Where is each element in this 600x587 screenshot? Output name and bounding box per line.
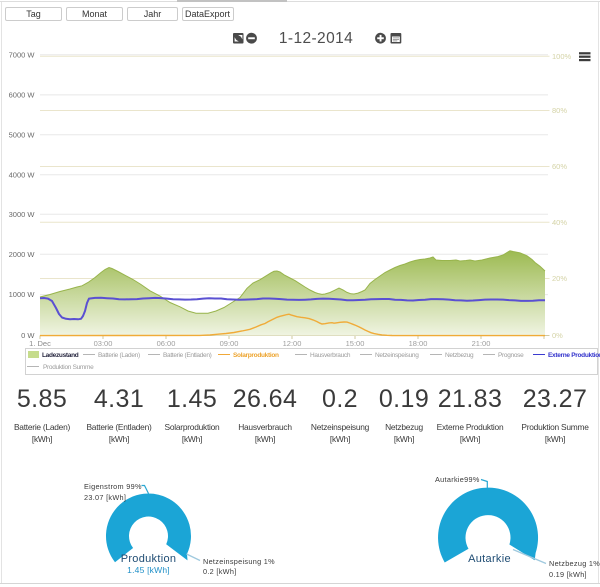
svg-text:60%: 60%	[552, 162, 567, 171]
svg-text:6000 W: 6000 W	[9, 91, 36, 100]
svg-text:5000 W: 5000 W	[9, 130, 36, 139]
svg-text:4000 W: 4000 W	[9, 170, 36, 179]
svg-text:18:00: 18:00	[409, 339, 428, 348]
svg-text:40%: 40%	[552, 218, 567, 227]
svg-text:12:00: 12:00	[283, 339, 302, 348]
svg-text:0%: 0%	[552, 331, 563, 340]
svg-text:21:00: 21:00	[472, 339, 491, 348]
svg-text:03:00: 03:00	[94, 339, 113, 348]
svg-text:3000 W: 3000 W	[9, 210, 36, 219]
svg-text:0 W: 0 W	[21, 331, 35, 340]
svg-text:09:00: 09:00	[220, 339, 239, 348]
svg-text:15:00: 15:00	[346, 339, 365, 348]
svg-text:06:00: 06:00	[157, 339, 176, 348]
svg-text:1. Dec: 1. Dec	[29, 339, 51, 348]
svg-text:2000 W: 2000 W	[9, 250, 36, 259]
svg-text:1000 W: 1000 W	[9, 290, 36, 299]
svg-text:20%: 20%	[552, 274, 567, 283]
svg-text:7000 W: 7000 W	[9, 50, 36, 59]
svg-text:80%: 80%	[552, 106, 567, 115]
svg-text:100%: 100%	[552, 52, 572, 61]
